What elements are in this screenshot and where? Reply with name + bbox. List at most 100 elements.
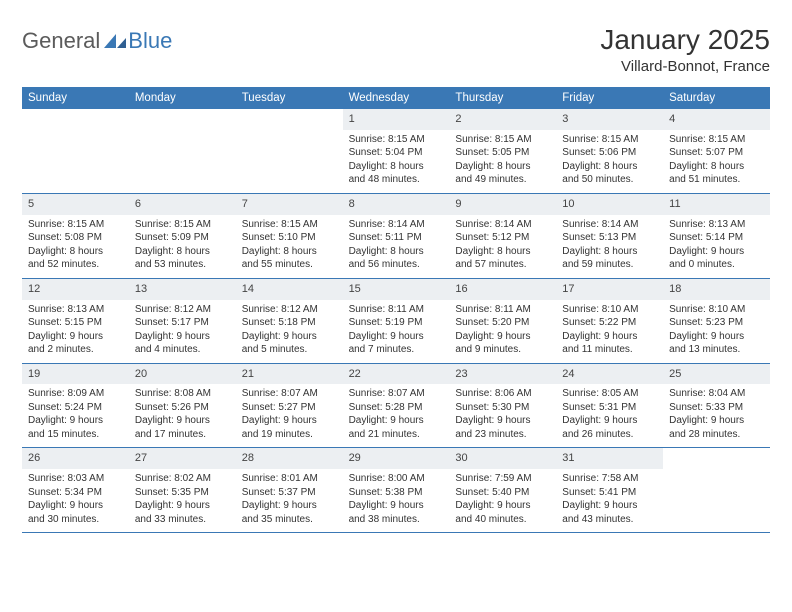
day-number [663, 448, 770, 466]
cell-line: and 52 minutes. [28, 258, 123, 272]
cell-line: Sunset: 5:33 PM [669, 401, 764, 415]
cell-line: Daylight: 8 hours [562, 160, 657, 174]
cell-body: Sunrise: 8:09 AMSunset: 5:24 PMDaylight:… [22, 384, 129, 447]
calendar-cell: 16Sunrise: 8:11 AMSunset: 5:20 PMDayligh… [449, 279, 556, 364]
cell-line: Daylight: 9 hours [28, 330, 123, 344]
day-number: 4 [663, 109, 770, 130]
cell-line: Sunrise: 8:07 AM [349, 387, 444, 401]
day-number: 15 [343, 279, 450, 300]
cell-line: Sunrise: 8:03 AM [28, 472, 123, 486]
cell-line: Sunrise: 8:14 AM [455, 218, 550, 232]
cell-line: Daylight: 9 hours [669, 330, 764, 344]
cell-body: Sunrise: 8:13 AMSunset: 5:14 PMDaylight:… [663, 215, 770, 278]
cell-line: and 4 minutes. [135, 343, 230, 357]
calendar-cell: 9Sunrise: 8:14 AMSunset: 5:12 PMDaylight… [449, 194, 556, 279]
calendar-cell: 7Sunrise: 8:15 AMSunset: 5:10 PMDaylight… [236, 194, 343, 279]
cell-body: Sunrise: 8:08 AMSunset: 5:26 PMDaylight:… [129, 384, 236, 447]
cell-body: Sunrise: 8:01 AMSunset: 5:37 PMDaylight:… [236, 469, 343, 532]
cell-line: Daylight: 9 hours [242, 499, 337, 513]
cell-line: Sunset: 5:06 PM [562, 146, 657, 160]
cell-line: and 49 minutes. [455, 173, 550, 187]
calendar-cell: 6Sunrise: 8:15 AMSunset: 5:09 PMDaylight… [129, 194, 236, 279]
cell-line: and 57 minutes. [455, 258, 550, 272]
cell-body: Sunrise: 8:12 AMSunset: 5:18 PMDaylight:… [236, 300, 343, 363]
cell-line: Sunrise: 8:15 AM [349, 133, 444, 147]
cell-line: Sunset: 5:07 PM [669, 146, 764, 160]
calendar-cell: 4Sunrise: 8:15 AMSunset: 5:07 PMDaylight… [663, 109, 770, 194]
calendar-cell: 1 Sunrise: 8:15 AMSunset: 5:04 PMDaylight… [343, 109, 450, 194]
cell-line: Sunset: 5:13 PM [562, 231, 657, 245]
cell-line: Daylight: 8 hours [349, 160, 444, 174]
weekday-header: Saturday [663, 87, 770, 109]
day-number: 23 [449, 364, 556, 385]
day-number: 13 [129, 279, 236, 300]
cell-body: Sunrise: 8:04 AMSunset: 5:33 PMDaylight:… [663, 384, 770, 447]
weekday-header: Tuesday [236, 87, 343, 109]
cell-line: Daylight: 9 hours [28, 499, 123, 513]
day-number: 8 [343, 194, 450, 215]
cell-line: Daylight: 9 hours [28, 414, 123, 428]
cell-line: Sunrise: 8:04 AM [669, 387, 764, 401]
cell-line: Sunrise: 8:10 AM [562, 303, 657, 317]
cell-body: Sunrise: 8:02 AMSunset: 5:35 PMDaylight:… [129, 469, 236, 532]
weekday-header: Thursday [449, 87, 556, 109]
logo-sail-icon [104, 34, 126, 50]
cell-line: Sunset: 5:34 PM [28, 486, 123, 500]
cell-line: and 50 minutes. [562, 173, 657, 187]
day-number: 16 [449, 279, 556, 300]
cell-line: Sunrise: 8:15 AM [28, 218, 123, 232]
cell-body: Sunrise: 8:07 AMSunset: 5:28 PMDaylight:… [343, 384, 450, 447]
title-block: January 2025 Villard-Bonnot, France [600, 24, 770, 75]
cell-line: and 13 minutes. [669, 343, 764, 357]
day-number: 10 [556, 194, 663, 215]
cell-body: Sunrise: 8:15 AMSunset: 5:10 PMDaylight:… [236, 215, 343, 278]
cell-line: Sunrise: 8:06 AM [455, 387, 550, 401]
cell-line: Sunset: 5:28 PM [349, 401, 444, 415]
cell-body: Sunrise: 8:15 AMSunset: 5:09 PMDaylight:… [129, 215, 236, 278]
cell-line: Sunset: 5:15 PM [28, 316, 123, 330]
cell-line: Daylight: 8 hours [455, 160, 550, 174]
cell-line: Sunset: 5:35 PM [135, 486, 230, 500]
cell-line: Sunrise: 8:12 AM [135, 303, 230, 317]
cell-line: and 0 minutes. [669, 258, 764, 272]
cell-line: Sunrise: 8:05 AM [562, 387, 657, 401]
cell-line: Sunrise: 8:11 AM [349, 303, 444, 317]
calendar-cell: 19Sunrise: 8:09 AMSunset: 5:24 PMDayligh… [22, 364, 129, 449]
cell-line: Sunset: 5:04 PM [349, 146, 444, 160]
cell-line: Sunset: 5:22 PM [562, 316, 657, 330]
calendar: SundayMondayTuesdayWednesdayThursdayFrid… [22, 87, 770, 533]
day-number: 2 [449, 109, 556, 130]
calendar-cell: 5Sunrise: 8:15 AMSunset: 5:08 PMDaylight… [22, 194, 129, 279]
cell-body: Sunrise: 8:11 AMSunset: 5:19 PMDaylight:… [343, 300, 450, 363]
cell-line: Daylight: 9 hours [135, 414, 230, 428]
cell-body: Sunrise: 8:00 AMSunset: 5:38 PMDaylight:… [343, 469, 450, 532]
cell-line: Daylight: 9 hours [455, 414, 550, 428]
cell-line: Sunset: 5:05 PM [455, 146, 550, 160]
page-title: January 2025 [600, 24, 770, 56]
cell-line: Sunrise: 8:10 AM [669, 303, 764, 317]
cell-line: Daylight: 8 hours [349, 245, 444, 259]
day-number: 22 [343, 364, 450, 385]
day-number [129, 109, 236, 127]
cell-line: Sunset: 5:27 PM [242, 401, 337, 415]
cell-body: Sunrise: 8:15 AMSunset: 5:07 PMDaylight:… [663, 130, 770, 193]
cell-body: Sunrise: 8:12 AMSunset: 5:17 PMDaylight:… [129, 300, 236, 363]
cell-body: Sunrise: 7:59 AMSunset: 5:40 PMDaylight:… [449, 469, 556, 532]
cell-line: Daylight: 8 hours [135, 245, 230, 259]
cell-line: and 26 minutes. [562, 428, 657, 442]
cell-line: Daylight: 8 hours [28, 245, 123, 259]
cell-line: Daylight: 9 hours [669, 414, 764, 428]
calendar-cell: 3Sunrise: 8:15 AMSunset: 5:06 PMDaylight… [556, 109, 663, 194]
day-number: 27 [129, 448, 236, 469]
weekday-header: Wednesday [343, 87, 450, 109]
cell-line: Sunrise: 8:01 AM [242, 472, 337, 486]
calendar-cell-empty [663, 448, 770, 533]
cell-line: and 19 minutes. [242, 428, 337, 442]
cell-body: Sunrise: 8:13 AMSunset: 5:15 PMDaylight:… [22, 300, 129, 363]
cell-line: Daylight: 9 hours [135, 330, 230, 344]
calendar-cell: 25Sunrise: 8:04 AMSunset: 5:33 PMDayligh… [663, 364, 770, 449]
day-number: 1 [343, 109, 450, 130]
day-number: 19 [22, 364, 129, 385]
calendar-cell-empty [129, 109, 236, 194]
cell-line: and 56 minutes. [349, 258, 444, 272]
